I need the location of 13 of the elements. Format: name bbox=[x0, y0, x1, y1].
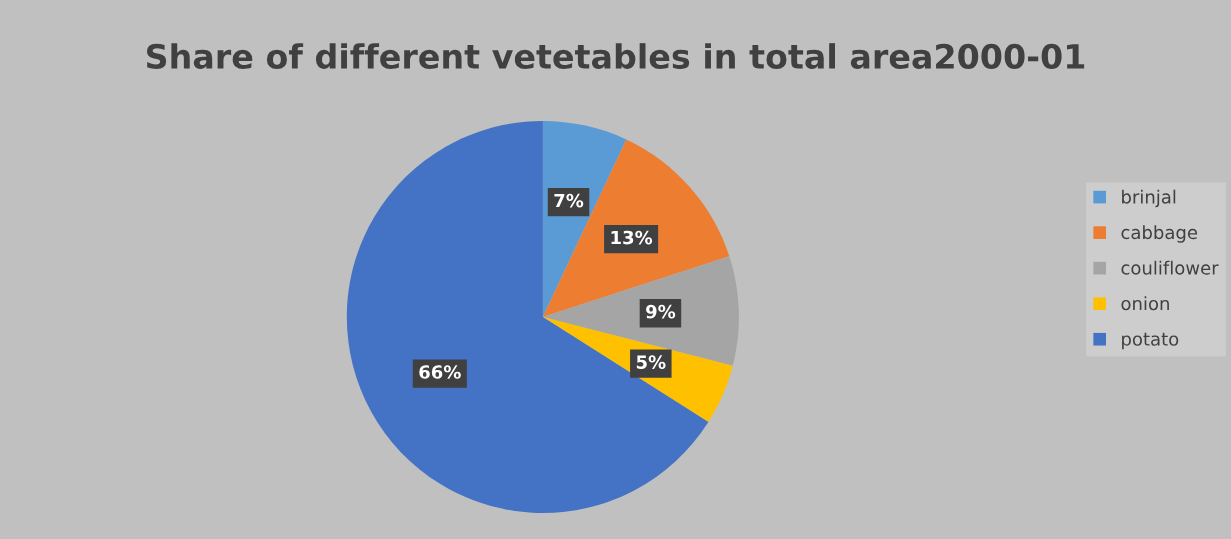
legend-label: onion bbox=[1121, 296, 1169, 311]
data-label: 5% bbox=[636, 355, 666, 369]
legend-label: brinjal bbox=[1122, 189, 1176, 208]
data-label: 66% bbox=[419, 365, 461, 379]
legend-label: cabbage bbox=[1121, 225, 1198, 243]
data-label: 13% bbox=[611, 230, 653, 245]
data-label: 7% bbox=[554, 193, 584, 208]
legend-label: couliflower bbox=[1121, 260, 1219, 275]
pie-slice bbox=[346, 120, 709, 513]
data-label: 9% bbox=[646, 304, 676, 319]
pie-slice bbox=[542, 139, 730, 317]
chart-title: Share of different vetetables in total area2000-01 bbox=[146, 43, 1085, 69]
legend-label: potato bbox=[1122, 332, 1179, 350]
